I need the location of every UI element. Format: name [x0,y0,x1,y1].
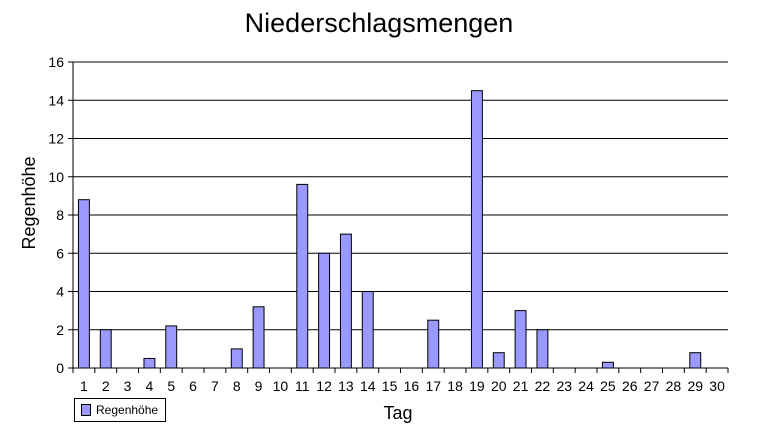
x-tick-label: 9 [255,378,263,394]
x-tick-label: 20 [491,378,507,394]
x-tick-label: 21 [513,378,529,394]
x-tick-label: 27 [644,378,660,394]
bar [165,325,178,369]
x-tick-label: 16 [404,378,420,394]
x-tick-label: 24 [578,378,594,394]
bar [492,352,505,369]
x-tick-label: 22 [535,378,551,394]
x-tick-label: 12 [316,378,332,394]
bar [230,348,243,369]
y-tick-label: 8 [56,207,64,223]
bar [252,306,265,369]
x-tick-label: 29 [687,378,703,394]
x-tick-label: 10 [273,378,289,394]
y-tick-label: 0 [56,360,64,376]
x-tick-label: 1 [80,378,88,394]
x-tick-label: 15 [382,378,398,394]
x-tick-label: 17 [425,378,441,394]
y-tick-label: 2 [56,322,64,338]
bar [296,183,309,369]
y-tick-label: 16 [48,54,64,70]
x-tick-label: 14 [360,378,376,394]
x-tick-label: 30 [709,378,725,394]
bar [689,352,702,369]
bar [601,361,614,369]
y-tick-label: 4 [56,284,64,300]
x-axis-label: Tag [383,403,412,423]
x-tick-label: 6 [189,378,197,394]
x-tick-label: 25 [600,378,616,394]
y-tick-label: 10 [48,169,64,185]
axes [72,62,728,369]
y-tick-label: 14 [48,92,64,108]
x-tick-label: 19 [469,378,485,394]
gridlines [68,61,729,373]
x-tick-label: 4 [146,378,154,394]
x-tick-label: 26 [622,378,638,394]
bars [77,90,702,369]
x-tick-label: 11 [295,378,310,394]
x-tick-label: 7 [211,378,219,394]
x-tick-label: 2 [102,378,110,394]
bar [536,329,549,369]
x-tick-label: 18 [447,378,463,394]
bar [361,291,374,369]
legend-swatch [81,404,91,416]
y-tick-label: 12 [48,131,64,147]
x-tick-label: 23 [556,378,572,394]
x-tick-labels: 1 2 3 4 5 6 7 8 9 10 11 12 13 14 15 16 17 18 19 20 21 22 23 24 2… [80,378,725,394]
bar [427,319,440,369]
x-tick-label: 3 [124,378,132,394]
x-tick-label: 13 [338,378,354,394]
chart-title: Niederschlagsmengen [244,8,514,38]
bar [339,233,352,369]
x-tick-label: 28 [666,378,682,394]
y-tick-label: 6 [56,245,64,261]
x-tick-label: 5 [167,378,175,394]
legend-label: Regenhöhe [96,403,159,417]
bar [77,199,90,369]
bar [514,310,527,369]
y-axis-label: Regenhöhe [19,156,39,249]
bar [470,90,483,369]
legend: Regenhöhe [74,398,166,422]
bar [99,329,112,369]
bar [143,357,156,369]
bar [318,252,331,369]
x-tick-label: 8 [233,378,241,394]
y-tick-labels: 0 2 4 6 8 10 12 14 16 [48,54,64,376]
